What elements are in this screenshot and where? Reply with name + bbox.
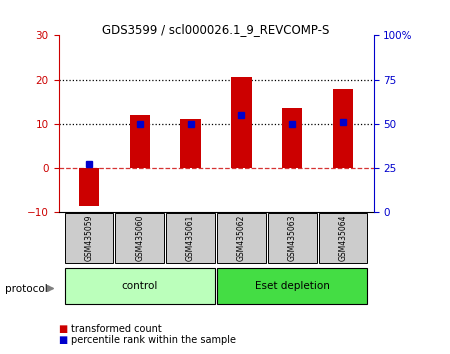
Text: transformed count: transformed count bbox=[71, 324, 162, 333]
Text: Eset depletion: Eset depletion bbox=[255, 281, 330, 291]
FancyBboxPatch shape bbox=[319, 213, 367, 263]
Text: GSM435061: GSM435061 bbox=[186, 215, 195, 261]
Text: control: control bbox=[122, 281, 158, 291]
Text: GDS3599 / scl000026.1_9_REVCOMP-S: GDS3599 / scl000026.1_9_REVCOMP-S bbox=[102, 23, 330, 36]
FancyBboxPatch shape bbox=[65, 213, 113, 263]
Text: protocol: protocol bbox=[4, 284, 47, 293]
Text: GSM435064: GSM435064 bbox=[338, 215, 347, 261]
Text: GSM435059: GSM435059 bbox=[85, 215, 94, 261]
FancyBboxPatch shape bbox=[268, 213, 317, 263]
Bar bbox=[282, 108, 302, 168]
FancyBboxPatch shape bbox=[166, 213, 215, 263]
Text: ■: ■ bbox=[58, 335, 68, 345]
Bar bbox=[231, 78, 252, 168]
Bar bbox=[130, 115, 150, 168]
FancyBboxPatch shape bbox=[217, 213, 266, 263]
Text: GSM435060: GSM435060 bbox=[135, 215, 144, 261]
FancyBboxPatch shape bbox=[217, 268, 367, 304]
Text: ■: ■ bbox=[58, 324, 68, 333]
Bar bbox=[333, 88, 353, 168]
FancyBboxPatch shape bbox=[65, 268, 215, 304]
FancyBboxPatch shape bbox=[115, 213, 164, 263]
Text: GSM435062: GSM435062 bbox=[237, 215, 246, 261]
Text: percentile rank within the sample: percentile rank within the sample bbox=[71, 335, 236, 345]
Bar bbox=[180, 120, 201, 168]
Text: GSM435063: GSM435063 bbox=[288, 215, 297, 261]
Bar bbox=[79, 168, 99, 206]
